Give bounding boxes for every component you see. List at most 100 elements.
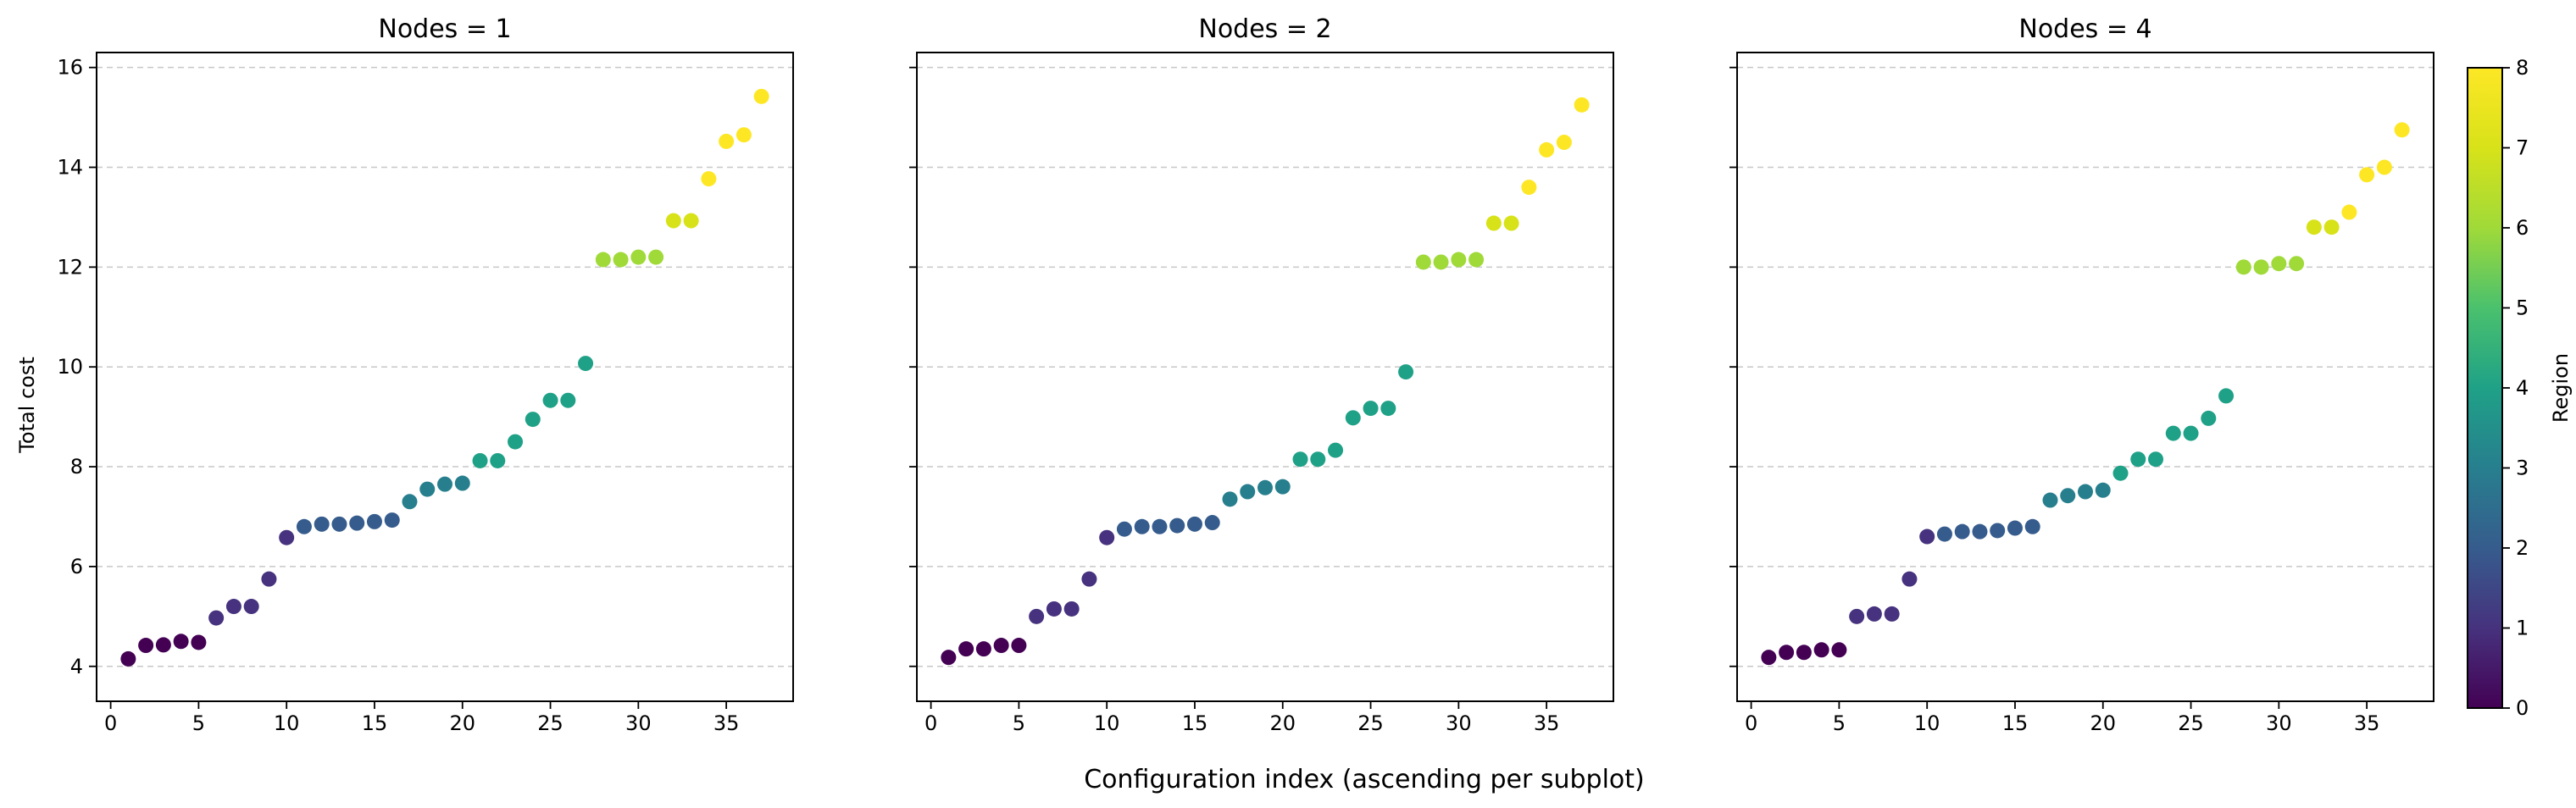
data-point [542,392,558,408]
colorbar-tick-label: 7 [2516,136,2529,160]
data-point [1503,215,1519,231]
data-point [736,127,752,143]
data-point [753,88,769,104]
x-tick-label: 5 [192,711,205,735]
data-point [1274,479,1291,495]
data-point [2341,204,2357,220]
data-point [1866,606,1882,622]
x-tick-label: 35 [2354,711,2380,735]
data-point [1936,526,1952,542]
data-point [1556,135,1572,151]
data-point [1849,608,1865,624]
data-point [296,518,312,534]
data-point [402,494,418,510]
data-point [2201,410,2217,426]
subplot-title: Nodes = 2 [1198,14,1331,44]
x-tick-label: 5 [1833,711,1846,735]
data-point [2060,488,2076,504]
plot-frame [1736,52,2434,702]
data-point [1796,645,1812,661]
data-point [2218,388,2235,404]
data-point [2007,520,2023,536]
colorbar-tick-label: 5 [2516,296,2529,320]
plot-frame [916,52,1614,702]
data-point [208,610,225,626]
x-tick-label: 25 [537,711,564,735]
data-point [613,252,629,268]
data-point [2078,484,2093,500]
x-tick-label: 0 [924,711,937,735]
data-point [719,133,735,149]
data-point [1240,484,1256,500]
colorbar-label: Region [2549,353,2573,423]
data-point [1011,638,1027,654]
data-point [2323,219,2340,235]
colorbar-ticks: 0 1 2 3 4 5 6 7 8 [2502,56,2529,720]
data-point [331,516,347,532]
data-point [648,249,664,265]
data-point [1972,523,1988,540]
x-axis-label: Configuration index (ascending per subpl… [1084,765,1645,794]
data-point [1884,606,1900,622]
data-point [191,634,207,650]
data-point [1779,645,1795,661]
data-point [2042,492,2058,508]
data-point [1433,254,1449,270]
data-point [2359,167,2375,183]
data-point [1574,97,1590,113]
colorbar-tick-label: 8 [2516,56,2529,80]
data-point [1099,529,1115,545]
data-point [975,641,991,657]
y-tick-label: 14 [57,156,83,180]
data-point [1169,517,1185,534]
y-tick-label: 8 [70,455,83,479]
colorbar-gradient [2467,67,2503,709]
x-tick-label: 30 [1446,711,1472,735]
data-point [173,634,189,650]
y-tick-label: 16 [57,56,83,80]
colorbar-tick-label: 2 [2516,536,2529,560]
colorbar-tick-label: 4 [2516,376,2529,400]
data-point [243,599,259,615]
data-point [1539,141,1555,158]
data-point [1292,451,1308,468]
data-point [1761,650,1777,666]
data-point [1222,491,1238,507]
data-point [630,249,647,265]
data-point [279,529,295,545]
colorbar-tick-label: 6 [2516,216,2529,240]
data-point [1919,529,1935,545]
x-tick-label: 30 [625,711,652,735]
data-point [1380,401,1396,417]
data-point [138,638,154,654]
subplot-title: Nodes = 1 [378,14,511,44]
x-tick-label: 20 [1269,711,1296,735]
data-point [2095,482,2111,498]
data-point [2024,518,2040,534]
data-point [314,516,330,532]
data-point [595,252,611,268]
data-point [958,641,974,657]
subplot-title: Nodes = 4 [2018,14,2151,44]
data-point [2235,259,2251,275]
data-point [1954,523,1970,540]
data-point [225,599,242,615]
colorbar-tick-label: 3 [2516,457,2529,480]
data-point [1029,608,1045,624]
data-point [2306,219,2322,235]
data-point [1134,518,1150,534]
data-point [120,650,136,667]
data-point [508,434,524,450]
data-point [1152,518,1168,534]
data-point [2253,259,2269,275]
data-point [366,513,382,529]
data-point [683,213,699,229]
data-point [941,650,957,666]
colorbar-tick-label: 1 [2516,617,2529,640]
data-point [525,412,541,428]
data-point [454,475,470,491]
data-point [490,452,506,468]
data-point [1204,515,1220,531]
plot-frame [96,52,794,702]
